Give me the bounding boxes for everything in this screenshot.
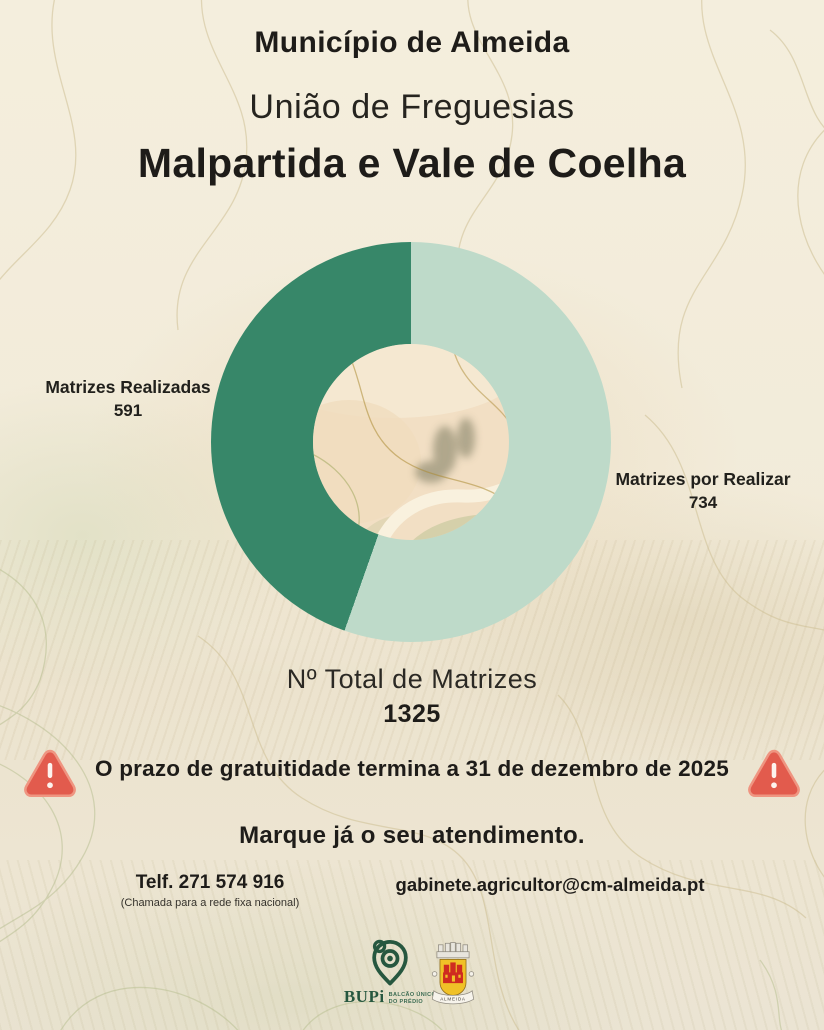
bupi-logo: BUPi BALCÃO ÚNICO DO PRÉDIO: [340, 936, 440, 1007]
cta-text: Marque já o seu atendimento.: [239, 822, 585, 849]
parish-name-title: Malpartida e Vale de Coelha: [137, 140, 687, 186]
almeida-coat-of-arms: ALMEIDA: [430, 940, 476, 1014]
email-address: gabinete.agricultor@cm-almeida.pt: [395, 874, 705, 895]
total-value: 1325: [383, 700, 441, 728]
por-realizar-value: 734: [688, 492, 718, 512]
phone-number: Telf. 271 574 916: [135, 872, 285, 893]
bupi-pin-icon: [372, 939, 408, 986]
realizadas-label: Matrizes Realizadas: [45, 377, 211, 397]
deadline-warning-row: O prazo de gratuitidade termina a 31 de …: [0, 744, 824, 804]
phone-block: Telf. 271 574 916 (Chamada para a rede f…: [100, 872, 320, 909]
label-matrizes-realizadas: Matrizes Realizadas 591: [18, 376, 238, 423]
por-realizar-label: Matrizes por Realizar: [615, 469, 791, 489]
phone-note: (Chamada para a rede fixa nacional): [120, 897, 300, 909]
municipality-title: Município de Almeida: [254, 26, 570, 59]
label-matrizes-por-realizar: Matrizes por Realizar 734: [596, 468, 810, 515]
warning-icon: [24, 749, 76, 798]
union-of-parishes-subtitle: União de Freguesias: [249, 88, 575, 126]
realizadas-value: 591: [113, 400, 143, 420]
warning-icon: [748, 749, 800, 798]
deadline-text: O prazo de gratuitidade termina a 31 de …: [95, 756, 729, 781]
bupi-wordmark: BUPi: [343, 987, 385, 1006]
donut-hole-aerial-photo: [313, 344, 509, 540]
total-block: Nº Total de Matrizes 1325: [0, 664, 824, 729]
crest-ribbon-text: ALMEIDA: [440, 996, 466, 1001]
total-label: Nº Total de Matrizes: [286, 664, 538, 694]
donut-chart: [211, 242, 611, 642]
